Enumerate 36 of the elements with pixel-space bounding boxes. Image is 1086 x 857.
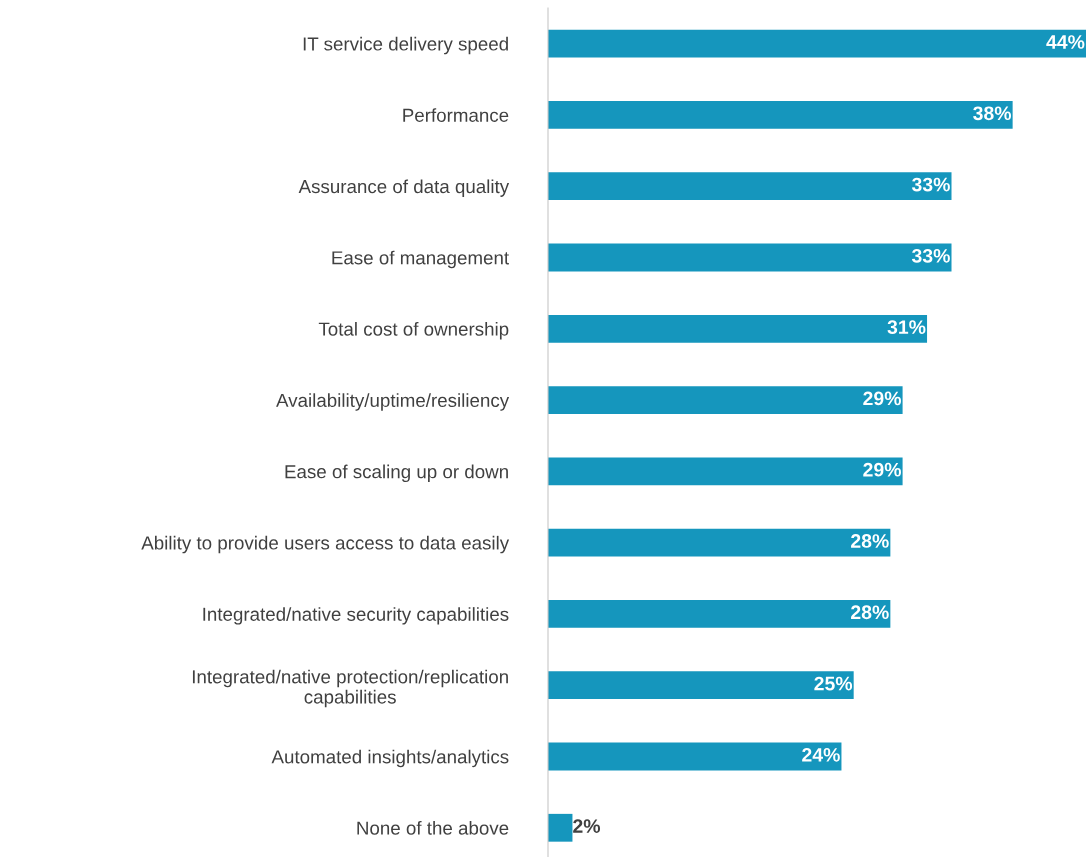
y-tick-label: Availability/uptime/resiliency [276, 393, 510, 411]
data-label: 24% [802, 747, 840, 762]
data-label: 29% [863, 462, 901, 477]
bar [548, 314, 928, 343]
bar [548, 457, 903, 486]
y-tick-label: Ease of scaling up or down [285, 464, 508, 483]
bar [548, 29, 1086, 58]
bar [548, 172, 952, 201]
bar [548, 386, 903, 414]
bar [548, 101, 1013, 129]
y-tick-label: Integrated/native security capabilities [203, 607, 509, 625]
y-tick-label: IT service delivery speed [303, 36, 508, 55]
y-tick-label: Ease of management [332, 250, 509, 269]
data-label: 44% [1046, 35, 1085, 49]
data-label: 2% [573, 819, 601, 833]
data-label: 33% [911, 248, 950, 263]
data-label: 29% [863, 391, 901, 406]
y-tick-label: Total cost of ownership [318, 321, 509, 340]
data-label: 31% [887, 320, 926, 335]
y-tick-label: Ability to provide users access to data easily [141, 535, 510, 554]
bar [548, 243, 952, 272]
bar [548, 671, 854, 700]
y-tick-label: Assurance of data quality [298, 179, 510, 197]
data-label: 33% [911, 177, 950, 192]
bar [548, 528, 891, 557]
bar [548, 813, 573, 842]
data-label: 38% [973, 106, 1012, 121]
data-label: 28% [851, 534, 889, 548]
y-tick-label: Automated insights/analytics [271, 749, 509, 768]
bar [548, 600, 891, 628]
y-tick-label: Integrated/native protection/replication capabilities [192, 669, 508, 708]
data-label: 28% [851, 605, 889, 620]
y-tick-label: Performance [403, 108, 509, 122]
bar [548, 742, 842, 771]
data-label: 25% [814, 676, 853, 691]
y-tick-label: None of the above [357, 820, 509, 835]
